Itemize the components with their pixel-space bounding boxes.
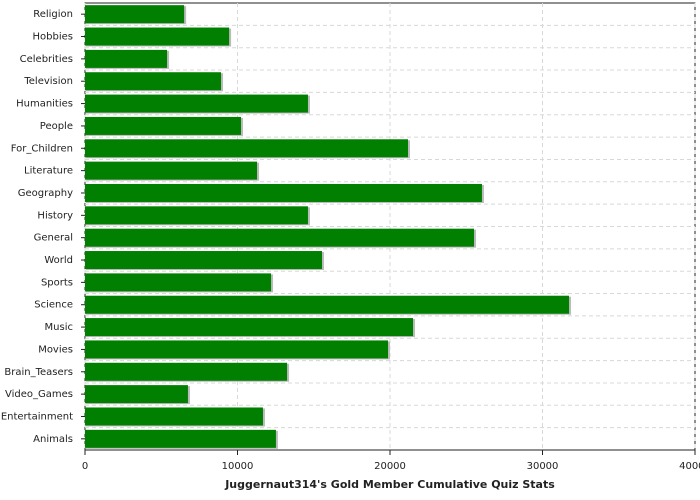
bar [85, 251, 322, 270]
x-tick-label: 40000 [679, 461, 700, 472]
bar [85, 139, 408, 158]
bar [85, 295, 570, 314]
y-tick-label: Movies [38, 344, 73, 355]
y-tick-label: Geography [18, 188, 73, 199]
bar [85, 407, 263, 426]
y-tick-label: Sports [41, 277, 73, 288]
y-tick-label: Literature [24, 166, 73, 177]
x-tick-label: 30000 [527, 461, 559, 472]
y-tick-label: Brain_Teasers [4, 367, 73, 378]
y-tick-label: World [44, 255, 73, 266]
y-tick-label: Religion [33, 9, 73, 20]
chart-title: Juggernaut314's Gold Member Cumulative Q… [224, 478, 555, 491]
y-tick-label: General [34, 233, 73, 244]
bar [85, 228, 475, 247]
bar [85, 206, 308, 225]
bar [85, 429, 276, 448]
bar [85, 72, 222, 91]
y-tick-label: Hobbies [33, 32, 73, 43]
bar [85, 5, 185, 24]
bar [85, 94, 308, 113]
y-tick-label: For_Children [11, 143, 73, 154]
bar [85, 385, 188, 404]
y-tick-label: People [40, 121, 73, 132]
bar [85, 183, 482, 202]
y-tick-label: Animals [33, 434, 73, 445]
y-tick-label: Celebrities [20, 54, 73, 65]
bar [85, 273, 272, 292]
bar [85, 362, 288, 381]
x-tick-label: 20000 [374, 461, 406, 472]
y-tick-label: Television [23, 76, 73, 87]
x-tick-label: 10000 [222, 461, 254, 472]
y-tick-label: Entertainment [1, 411, 73, 422]
y-tick-label: Music [45, 322, 73, 333]
bar [85, 116, 242, 135]
x-tick-label: 0 [82, 461, 88, 472]
y-tick-label: Humanities [16, 99, 73, 110]
bar [85, 49, 168, 68]
y-tick-label: Science [34, 300, 73, 311]
y-tick-label: Video_Games [5, 389, 73, 400]
bar [85, 27, 230, 46]
bar [85, 340, 389, 359]
y-tick-label: History [37, 210, 73, 221]
bar [85, 161, 258, 180]
bar [85, 318, 414, 337]
